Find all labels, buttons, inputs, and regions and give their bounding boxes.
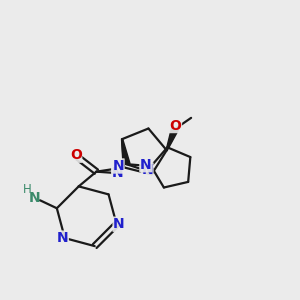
Polygon shape xyxy=(166,128,178,151)
Polygon shape xyxy=(122,139,130,165)
Text: N: N xyxy=(140,158,152,172)
Text: N: N xyxy=(29,191,40,205)
Text: N: N xyxy=(112,166,123,180)
Text: N: N xyxy=(57,231,68,245)
Text: N: N xyxy=(141,163,153,177)
Text: H: H xyxy=(23,183,32,196)
Text: N: N xyxy=(113,217,125,231)
Text: N: N xyxy=(112,159,124,173)
Text: O: O xyxy=(169,118,181,133)
Text: O: O xyxy=(70,148,82,162)
